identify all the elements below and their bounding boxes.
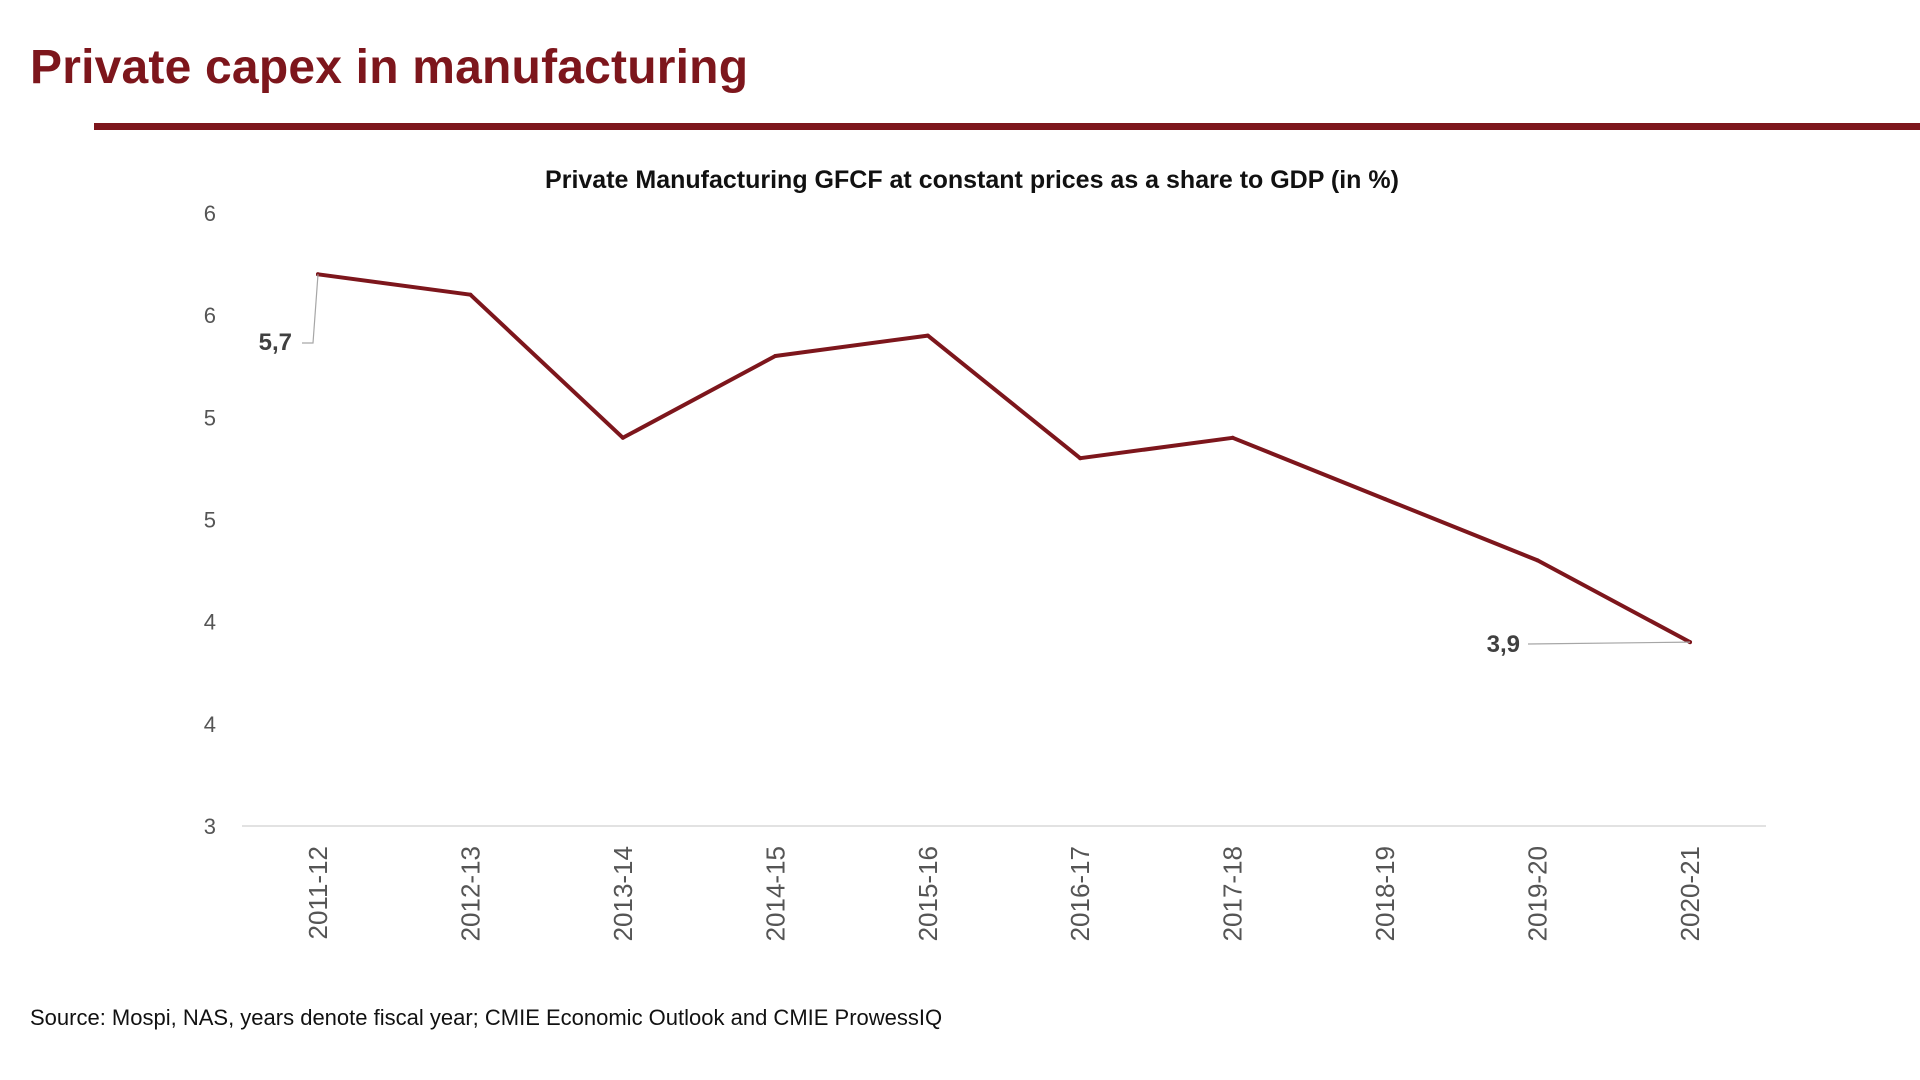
title-rule [94,123,1920,130]
x-tick-label: 2011-12 [303,846,333,940]
y-axis: 3 4 4 5 5 6 6 [204,201,216,839]
data-label: 5,7 [259,329,292,356]
data-point [1535,558,1540,563]
chart-title: Private Manufacturing GFCF at constant p… [545,166,1399,194]
y-tick-label: 5 [204,405,216,430]
data-point [1383,497,1388,502]
y-tick-label: 3 [204,814,216,839]
x-tick-label: 2020-21 [1675,846,1705,941]
x-tick-label: 2016-17 [1065,846,1095,941]
x-tick-label: 2017-18 [1218,846,1248,941]
x-tick-label: 2018-19 [1370,846,1400,941]
x-axis: 2011-12 2012-13 2013-14 2014-15 2015-16 2016-… [242,825,1766,941]
data-label-layer: 5,7 3,9 [259,274,1691,658]
series-layer [316,272,1692,645]
y-tick-label: 4 [204,610,216,635]
data-point [1078,456,1083,461]
y-tick-label: 4 [204,712,216,737]
data-label-leader [1527,641,1691,645]
series-line [316,272,1692,645]
data-label-leader [302,274,319,344]
x-tick-label: 2015-16 [913,846,943,941]
x-tick-label: 2012-13 [455,846,485,941]
data-label: 3,9 [1487,631,1520,658]
x-tick-label: 2014-15 [760,846,790,941]
data-point [925,333,930,338]
data-point [468,292,473,297]
data-point [1230,435,1235,440]
source-note: Source: Mospi, NAS, years denote fiscal … [30,1005,943,1030]
data-point [1688,640,1692,645]
y-tick-label: 6 [204,303,216,328]
y-tick-label: 5 [204,508,216,533]
x-tick-label: 2013-14 [608,846,638,941]
data-point [773,354,778,359]
data-point [316,272,320,277]
x-tick-label: 2019-20 [1523,846,1553,941]
data-point [620,435,625,440]
y-tick-label: 6 [204,201,216,226]
chart-svg: Private Manufacturing GFCF at constant p… [204,166,1766,941]
line-chart: Private Manufacturing GFCF at constant p… [0,150,1920,970]
page-title: Private capex in manufacturing [30,41,749,94]
